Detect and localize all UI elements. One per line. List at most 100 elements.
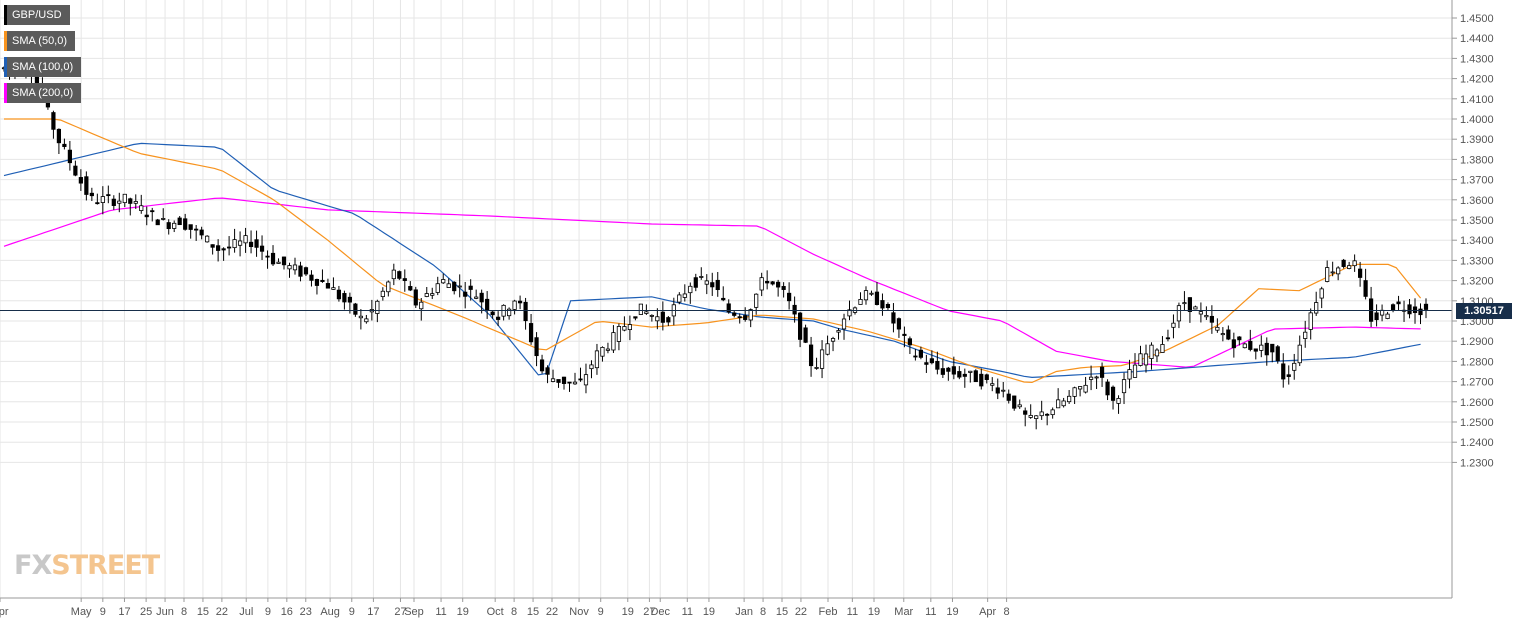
- candle-body: [375, 300, 380, 314]
- x-tick-label: Sep: [404, 606, 424, 618]
- candle-body: [863, 290, 869, 301]
- x-tick-label: 15: [527, 606, 539, 618]
- y-tick-label: 1.3500: [1460, 215, 1494, 227]
- x-tick-label: 8: [181, 606, 187, 618]
- candle-body: [1045, 413, 1050, 416]
- candle-body: [413, 289, 418, 306]
- candle-body: [1319, 288, 1324, 299]
- candle-body: [474, 296, 479, 299]
- candle-body: [391, 269, 396, 280]
- candle-body: [787, 292, 792, 302]
- candle-body: [287, 265, 292, 270]
- candle-body: [1094, 376, 1099, 379]
- candle-body: [583, 374, 589, 386]
- candle-body: [150, 210, 155, 213]
- candle-body: [254, 239, 259, 248]
- sma-50-path: [4, 118, 1422, 384]
- candle-body: [550, 378, 556, 382]
- y-tick-label: 1.3200: [1460, 276, 1494, 288]
- x-tick-label: Jan: [735, 606, 753, 618]
- candle-body: [644, 311, 649, 314]
- x-tick-label: 9: [100, 606, 106, 618]
- candle-body: [721, 297, 726, 301]
- candle-body: [364, 318, 369, 323]
- candle-body: [946, 367, 951, 372]
- y-tick-label: 1.2300: [1460, 457, 1494, 469]
- y-tick-label: 1.3400: [1460, 235, 1494, 247]
- candle-body: [1237, 336, 1242, 341]
- candle-body: [95, 202, 100, 205]
- candle-body: [891, 312, 896, 324]
- candle-body: [166, 222, 171, 230]
- candle-body: [737, 316, 742, 319]
- candle-body: [781, 286, 786, 290]
- candle-body: [616, 326, 622, 342]
- legend-label: SMA (100,0): [12, 61, 74, 73]
- legend-label: SMA (50,0): [12, 35, 68, 47]
- candle-body: [1132, 364, 1138, 378]
- candle-body: [358, 315, 363, 319]
- candle-body: [397, 271, 402, 279]
- x-tick-label: Oct: [487, 606, 504, 618]
- candle-body: [572, 381, 578, 385]
- candle-body: [979, 373, 984, 387]
- candle-body: [814, 367, 819, 369]
- candle-body: [1259, 344, 1264, 351]
- candle-body: [1034, 415, 1039, 419]
- candle-body: [1412, 306, 1418, 313]
- candle-body: [106, 194, 111, 197]
- candle-body: [139, 205, 144, 211]
- x-tick-label: 15: [776, 606, 788, 618]
- candle-body: [419, 301, 424, 310]
- candle-body: [133, 201, 138, 204]
- candle-body: [1017, 404, 1022, 408]
- candle-body: [918, 349, 923, 358]
- legend-item-sma-200: SMA (200,0): [4, 83, 82, 103]
- x-tick-label: Nov: [569, 606, 589, 618]
- candle-body: [320, 279, 325, 282]
- candle-body: [1110, 386, 1116, 401]
- candle-body: [1061, 400, 1066, 407]
- candle-body: [858, 299, 863, 305]
- x-tick-label: Aug: [320, 606, 340, 618]
- x-tick-label: 8: [1004, 606, 1010, 618]
- candle-body: [512, 300, 517, 310]
- candle-body: [1105, 381, 1110, 396]
- candle-body: [682, 293, 687, 298]
- legend-item-gbpusd: GBP/USD: [4, 5, 70, 25]
- candle-body: [902, 333, 907, 336]
- y-tick-label: 1.3800: [1460, 154, 1494, 166]
- candle-body: [836, 330, 841, 333]
- candle-body: [56, 128, 62, 144]
- candle-body: [627, 324, 632, 331]
- candle-body: [973, 370, 978, 383]
- legend-label: SMA (200,0): [12, 87, 74, 99]
- x-tick-label: May: [71, 606, 92, 618]
- candle-body: [1028, 414, 1033, 418]
- candle-body: [424, 293, 429, 297]
- candle-body: [172, 222, 177, 229]
- candle-body: [1138, 353, 1143, 366]
- candle-body: [693, 277, 698, 288]
- candle-body: [468, 285, 473, 290]
- x-tick-label: Apr: [0, 606, 9, 618]
- candle-body: [380, 290, 385, 297]
- candle-body: [1067, 395, 1072, 403]
- candle-body: [221, 248, 226, 251]
- candle-body: [507, 308, 512, 317]
- candle-body: [803, 327, 808, 343]
- y-tick-label: 1.4500: [1460, 13, 1494, 25]
- legend-item-sma-50: SMA (50,0): [4, 31, 76, 51]
- candle-body: [1385, 313, 1390, 319]
- candle-body: [885, 303, 891, 309]
- candle-body: [1215, 326, 1220, 331]
- candle-body: [808, 344, 814, 367]
- candle-body: [457, 285, 462, 288]
- candle-body: [128, 198, 133, 204]
- candle-body: [929, 358, 934, 364]
- candle-body: [265, 255, 270, 258]
- candle-body: [704, 280, 709, 285]
- candle-body: [776, 281, 781, 288]
- candle-body: [232, 239, 237, 249]
- candle-body: [819, 349, 825, 369]
